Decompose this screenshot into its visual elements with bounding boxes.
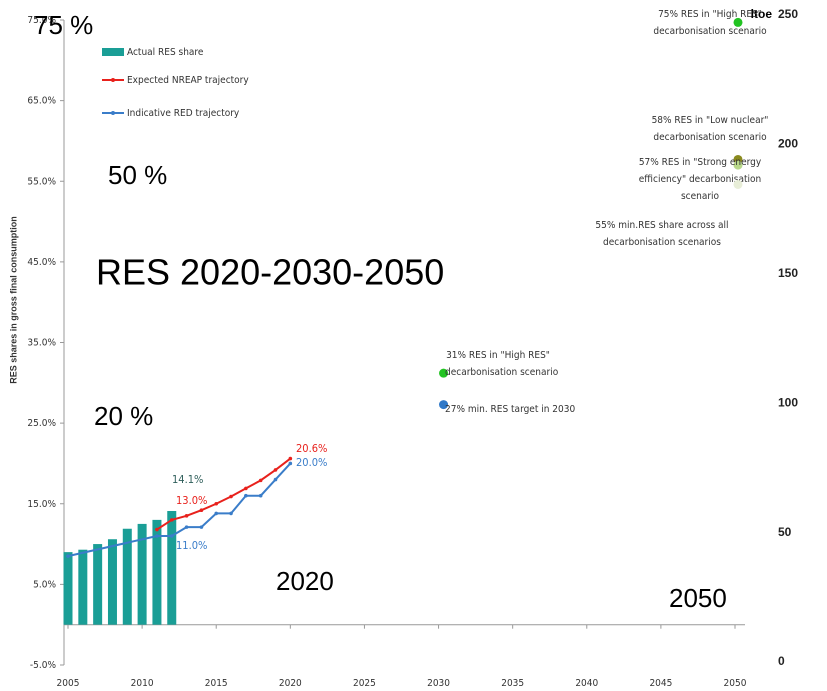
x-tick-label: 2040 bbox=[575, 678, 598, 689]
line-marker bbox=[184, 514, 189, 518]
bar bbox=[78, 549, 88, 625]
line-marker bbox=[155, 527, 159, 532]
x-tick-label: 2045 bbox=[649, 678, 672, 689]
scenario-label: 57% RES in "Strong energy bbox=[639, 157, 762, 168]
y2-axis-label: ltoe bbox=[751, 7, 773, 21]
x-tick-label: 2005 bbox=[57, 678, 80, 689]
x-tick-label: 2050 bbox=[724, 678, 747, 689]
data-label: 14.1% bbox=[172, 473, 203, 486]
line-marker bbox=[244, 486, 248, 491]
line-marker bbox=[214, 511, 219, 516]
overlay-label: RES 2020-2030-2050 bbox=[96, 252, 444, 293]
scenario-label: decarbonisation scenario bbox=[445, 367, 559, 378]
bar bbox=[122, 528, 132, 625]
legend-swatch bbox=[102, 48, 124, 56]
overlay-label: 20 % bbox=[94, 401, 153, 431]
data-label: 20.0% bbox=[296, 456, 327, 469]
data-label: 13.0% bbox=[176, 494, 207, 507]
scenario-label: scenario bbox=[681, 191, 720, 202]
y-tick-label: 5.0% bbox=[33, 579, 56, 590]
scenario-point bbox=[733, 179, 743, 189]
y-tick-label: 55.0% bbox=[27, 176, 56, 187]
legend-label: Actual RES share bbox=[127, 47, 204, 58]
line-marker bbox=[199, 525, 204, 529]
x-tick-label: 2035 bbox=[501, 678, 524, 689]
scenario-label: decarbonisation scenario bbox=[653, 132, 767, 143]
line-marker bbox=[184, 525, 189, 529]
overlay-label: 2020 bbox=[276, 566, 334, 596]
line-marker bbox=[66, 554, 70, 558]
y-tick-label: 25.0% bbox=[27, 418, 56, 429]
y-tick-label: 65.0% bbox=[27, 96, 56, 107]
y2-tick-label: 100 bbox=[778, 395, 798, 409]
line-marker bbox=[244, 493, 248, 498]
line-marker bbox=[258, 478, 263, 483]
scenario-label: 75% RES in "High RES" bbox=[658, 9, 762, 20]
bar bbox=[152, 519, 162, 625]
scenario-label: 55% min.RES share across all bbox=[595, 220, 728, 231]
scenario-label: decarbonisation scenarios bbox=[603, 237, 721, 248]
line-marker bbox=[155, 534, 159, 538]
bar bbox=[167, 511, 177, 625]
scenario-label: 31% RES in "High RES" bbox=[446, 350, 550, 361]
y-tick-label: 45.0% bbox=[27, 257, 56, 268]
scenario-point bbox=[733, 160, 743, 170]
y2-tick-label: 200 bbox=[778, 137, 798, 151]
line-marker bbox=[273, 477, 278, 482]
line-marker bbox=[273, 468, 278, 472]
bar bbox=[107, 539, 117, 625]
x-tick-label: 2025 bbox=[353, 678, 376, 689]
overlay-label: 2050 bbox=[669, 583, 727, 613]
line-marker bbox=[288, 461, 293, 466]
data-label: 11.0% bbox=[176, 539, 207, 552]
line-marker bbox=[229, 494, 233, 499]
overlay-label: 75 % bbox=[34, 10, 93, 40]
line-marker bbox=[214, 501, 219, 506]
bar bbox=[93, 544, 103, 625]
scenario-label: decarbonisation scenario bbox=[653, 26, 767, 37]
scenario-point bbox=[733, 17, 743, 27]
line-marker bbox=[199, 508, 204, 512]
legend-swatch bbox=[111, 111, 115, 115]
y-tick-label: -5.0% bbox=[30, 660, 57, 671]
x-tick-label: 2015 bbox=[205, 678, 228, 689]
overlay-label: 50 % bbox=[108, 160, 167, 190]
scenario-point bbox=[439, 368, 449, 378]
y2-tick-label: 250 bbox=[778, 7, 798, 21]
legend-swatch bbox=[111, 78, 115, 82]
legend-label: Indicative RED trajectory bbox=[127, 108, 240, 119]
x-tick-label: 2010 bbox=[131, 678, 154, 689]
line bbox=[156, 457, 291, 531]
y-tick-label: 75.0% bbox=[27, 15, 56, 26]
x-tick-label: 2020 bbox=[279, 678, 302, 689]
line-marker bbox=[169, 518, 174, 522]
line-marker bbox=[288, 456, 293, 461]
scenario-point bbox=[439, 400, 449, 410]
x-tick-label: 2030 bbox=[427, 678, 450, 689]
bar bbox=[137, 523, 147, 625]
y-axis-label: RES shares in gross final consumption bbox=[8, 216, 18, 384]
line-marker bbox=[169, 534, 174, 538]
scenario-label: efficiency" decarbonisation bbox=[639, 174, 761, 185]
data-label: 20.6% bbox=[296, 442, 327, 455]
legend-label: Expected NREAP trajectory bbox=[127, 75, 249, 86]
y2-tick-label: 0 bbox=[778, 654, 785, 668]
y-tick-label: 35.0% bbox=[27, 338, 56, 349]
line-marker bbox=[229, 511, 233, 516]
y2-tick-label: 150 bbox=[778, 266, 798, 280]
bar bbox=[63, 552, 73, 625]
y-tick-label: 15.0% bbox=[27, 499, 56, 510]
scenario-label: 27% min. RES target in 2030 bbox=[445, 404, 575, 415]
line-marker bbox=[258, 493, 263, 498]
y2-tick-label: 50 bbox=[778, 525, 792, 539]
scenario-label: 58% RES in "Low nuclear" bbox=[652, 115, 769, 126]
